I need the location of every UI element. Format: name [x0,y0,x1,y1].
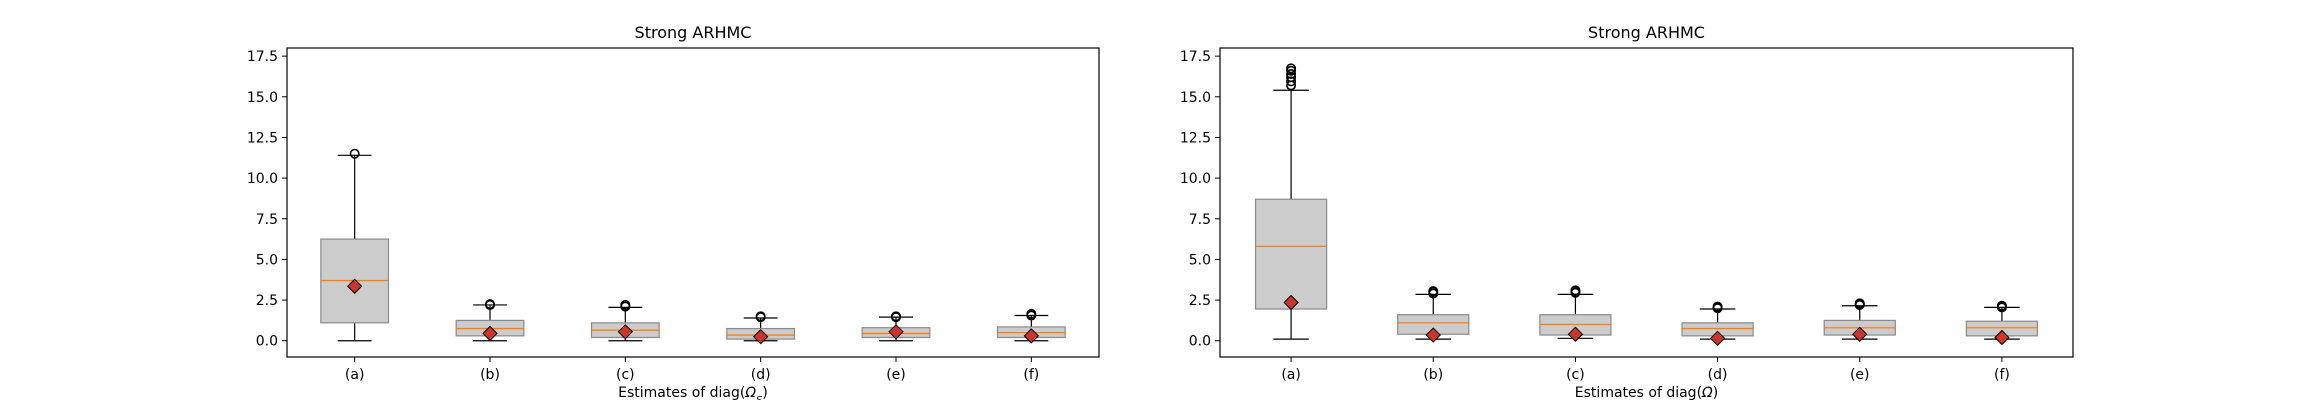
x-axis-label-subscript: S [756,395,763,401]
outlier-point [1570,285,1581,296]
outlier-point [1428,286,1439,297]
y-tick-label: 12.5 [1180,130,1211,146]
box-b [455,299,525,342]
y-tick-label: 10.0 [1180,171,1211,187]
y-tick-label: 17.5 [247,49,278,65]
x-tick-label: (e) [1850,367,1870,383]
mean-marker [1425,327,1441,343]
outlier-point [1286,69,1297,80]
x-tick-label: (c) [616,367,635,383]
iqr-box [1254,198,1328,310]
x-axis-label-suffix: ) [762,385,767,400]
plot-area [1219,47,2074,358]
box-f [1965,300,2039,346]
x-axis: (a) (b) (c) (d) (e) (f) [1281,357,2010,383]
y-tick-label: 10.0 [247,171,278,187]
x-tick-label: (f) [1994,367,2010,383]
y-tick-label: 12.5 [247,130,278,146]
box-d [726,311,796,345]
y-tick-label: 7.5 [1189,212,1211,228]
x-axis: (a) (b) (c) (d) (e) (f) [345,357,1039,383]
outlier-point [1286,76,1297,87]
x-tick-label: (c) [1566,367,1585,383]
x-axis-label-suffix: ) [1713,385,1718,400]
outlier-point [620,299,631,310]
outlier-point [1286,63,1297,74]
x-tick-label: (d) [1708,367,1728,383]
y-tick-label: 0.0 [256,334,278,350]
x-tick-label: (f) [1023,367,1039,383]
box-e [1823,298,1896,342]
y-tick-label: 2.5 [1189,293,1211,309]
box-a [320,148,390,342]
outlier-point [890,311,901,322]
mean-marker [888,324,904,340]
mean-marker [752,328,769,345]
mean-marker [346,278,363,294]
outlier-point [1854,298,1865,309]
y-tick-label: 15.0 [1180,90,1211,106]
x-tick-label: (a) [345,367,365,383]
outlier-point [349,148,360,159]
mean-marker [1023,328,1040,344]
chart-title: Strong ARHMC [635,23,752,42]
box-a [1254,63,1328,340]
box-b [1397,286,1470,343]
mean-marker [1994,329,2010,346]
mean-marker [1283,294,1299,311]
outlier-point [1712,301,1723,312]
x-tick-label: (a) [1281,367,1301,383]
mean-marker [1567,326,1584,342]
x-axis-label-symbol: Ω [1701,385,1713,400]
box-plot-panel-omega-s: Strong ARHMC 0.0 2.5 5.0 7.5 10.0 12.5 15.0 17.… [247,23,1100,404]
outlier-point [755,311,766,322]
box-e [861,311,931,342]
y-tick-label: 2.5 [256,293,278,309]
y-axis: 0.0 2.5 5.0 7.5 10.0 12.5 15.0 17.5 [247,49,287,350]
y-tick-label: 7.5 [256,212,278,228]
y-axis: 0.0 2.5 5.0 7.5 10.0 12.5 15.0 17.5 [1180,49,1220,350]
box-c [1539,285,1612,342]
box-f [996,308,1066,344]
box-plot-panel-omega: Strong ARHMC 0.0 2.5 5.0 7.5 10.0 12.5 15.0 17.… [1180,23,2074,401]
x-axis-label-text: Estimates of diag( [618,385,745,400]
x-tick-label: (b) [480,367,500,383]
x-axis-label-symbol: Ω [744,385,756,400]
box-d [1681,301,1754,347]
y-tick-label: 15.0 [247,90,278,106]
y-tick-label: 17.5 [1180,49,1211,65]
x-axis-label: Estimates of diag(Ω) [1575,385,1718,400]
mean-marker [482,325,498,342]
x-axis-label: Estimates of diag(ΩS) [618,385,768,400]
box-series [1254,63,2039,347]
x-tick-label: (b) [1423,367,1443,383]
chart-title: Strong ARHMC [1588,23,1705,42]
box-c [590,299,660,342]
y-tick-label: 5.0 [1189,252,1211,268]
x-tick-label: (d) [751,367,771,383]
mean-marker [1852,326,1868,342]
box-series [320,148,1066,345]
x-axis-label-text: Estimates of diag( [1575,385,1702,400]
x-tick-label: (e) [886,367,906,383]
mean-marker [1709,330,1726,347]
outlier-point [1026,308,1037,319]
outlier-point [1996,300,2007,311]
plot-area [286,47,1100,358]
y-tick-label: 5.0 [256,252,278,268]
mean-marker [617,324,634,340]
y-tick-label: 0.0 [1189,334,1211,350]
outlier-point [484,299,495,310]
